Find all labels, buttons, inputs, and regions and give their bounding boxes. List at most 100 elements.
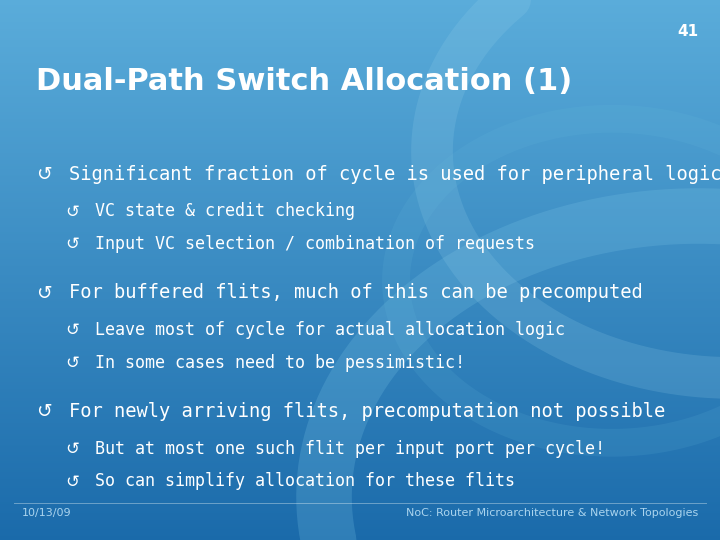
Bar bbox=[0, 466, 720, 468]
Bar bbox=[0, 344, 720, 346]
Bar bbox=[0, 452, 720, 454]
Bar bbox=[0, 522, 720, 524]
Bar bbox=[0, 83, 720, 85]
Bar bbox=[0, 517, 720, 518]
Bar bbox=[0, 437, 720, 439]
Bar bbox=[0, 441, 720, 443]
Bar bbox=[0, 25, 720, 27]
Bar bbox=[0, 333, 720, 335]
Bar bbox=[0, 304, 720, 306]
Bar bbox=[0, 363, 720, 366]
Bar bbox=[0, 416, 720, 417]
Bar bbox=[0, 126, 720, 128]
Bar bbox=[0, 27, 720, 29]
Bar bbox=[0, 200, 720, 201]
Bar bbox=[0, 374, 720, 376]
Bar bbox=[0, 380, 720, 382]
Bar bbox=[0, 147, 720, 150]
Text: ↺: ↺ bbox=[65, 472, 78, 490]
Bar bbox=[0, 468, 720, 470]
Bar bbox=[0, 250, 720, 252]
Bar bbox=[0, 443, 720, 444]
Bar bbox=[0, 133, 720, 135]
Bar bbox=[0, 72, 720, 74]
Bar bbox=[0, 205, 720, 207]
Bar bbox=[0, 194, 720, 196]
Bar bbox=[0, 450, 720, 452]
Bar bbox=[0, 103, 720, 104]
Bar bbox=[0, 331, 720, 333]
Bar bbox=[0, 428, 720, 430]
Bar bbox=[0, 396, 720, 398]
Text: ↺: ↺ bbox=[36, 165, 52, 184]
Bar bbox=[0, 371, 720, 373]
Bar bbox=[0, 119, 720, 120]
Bar bbox=[0, 533, 720, 535]
Bar bbox=[0, 515, 720, 517]
Bar bbox=[0, 38, 720, 39]
Bar bbox=[0, 144, 720, 146]
Bar bbox=[0, 336, 720, 339]
Bar bbox=[0, 529, 720, 531]
Bar bbox=[0, 339, 720, 340]
Bar bbox=[0, 23, 720, 25]
Text: For buffered flits, much of this can be precomputed: For buffered flits, much of this can be … bbox=[69, 284, 643, 302]
Bar bbox=[0, 124, 720, 126]
Bar bbox=[0, 390, 720, 393]
Bar bbox=[0, 258, 720, 259]
Bar bbox=[0, 254, 720, 255]
Bar bbox=[0, 290, 720, 292]
Bar bbox=[0, 135, 720, 137]
Bar bbox=[0, 454, 720, 455]
Text: VC state & credit checking: VC state & credit checking bbox=[95, 202, 355, 220]
Bar bbox=[0, 471, 720, 474]
Bar bbox=[0, 97, 720, 99]
Bar bbox=[0, 214, 720, 216]
Bar bbox=[0, 255, 720, 258]
Bar bbox=[0, 85, 720, 86]
Bar bbox=[0, 309, 720, 312]
Bar bbox=[0, 403, 720, 405]
Bar bbox=[0, 252, 720, 254]
Bar bbox=[0, 319, 720, 320]
Bar bbox=[0, 153, 720, 155]
Bar bbox=[0, 285, 720, 286]
Text: For newly arriving flits, precomputation not possible: For newly arriving flits, precomputation… bbox=[69, 402, 665, 421]
Bar bbox=[0, 45, 720, 47]
Bar bbox=[0, 110, 720, 112]
Bar bbox=[0, 312, 720, 313]
Bar bbox=[0, 88, 720, 90]
Bar bbox=[0, 146, 720, 147]
Bar bbox=[0, 140, 720, 142]
Bar bbox=[0, 326, 720, 328]
Bar bbox=[0, 498, 720, 501]
Bar bbox=[0, 400, 720, 401]
Bar bbox=[0, 131, 720, 133]
Bar bbox=[0, 340, 720, 342]
Bar bbox=[0, 525, 720, 528]
Bar bbox=[0, 50, 720, 52]
Bar bbox=[0, 394, 720, 396]
Bar bbox=[0, 491, 720, 493]
Bar bbox=[0, 383, 720, 385]
Bar bbox=[0, 247, 720, 248]
Text: NoC: Router Microarchitecture & Network Topologies: NoC: Router Microarchitecture & Network … bbox=[406, 508, 698, 518]
Bar bbox=[0, 180, 720, 182]
Bar bbox=[0, 76, 720, 77]
Bar bbox=[0, 243, 720, 245]
Bar bbox=[0, 268, 720, 270]
Bar bbox=[0, 474, 720, 475]
Bar bbox=[0, 196, 720, 198]
Bar bbox=[0, 137, 720, 139]
Bar bbox=[0, 506, 720, 508]
Bar bbox=[0, 447, 720, 448]
Bar bbox=[0, 220, 720, 221]
Bar bbox=[0, 248, 720, 250]
Bar bbox=[0, 34, 720, 36]
Bar bbox=[0, 162, 720, 164]
Bar bbox=[0, 463, 720, 464]
Bar bbox=[0, 401, 720, 403]
Bar bbox=[0, 322, 720, 324]
Bar bbox=[0, 457, 720, 459]
Bar bbox=[0, 389, 720, 390]
